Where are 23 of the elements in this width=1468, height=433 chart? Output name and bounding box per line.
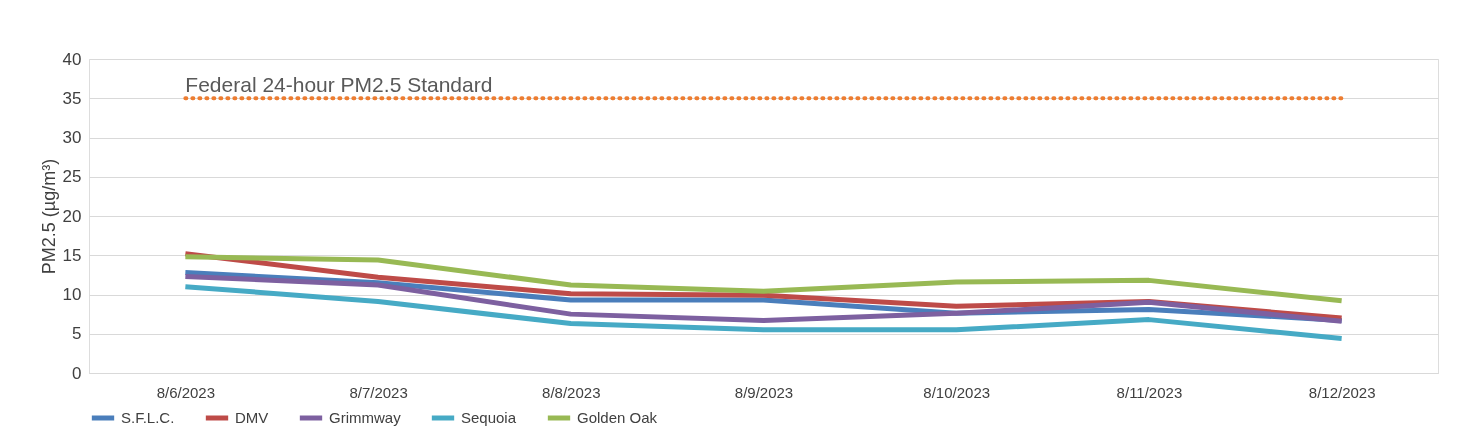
legend-label: Golden Oak	[577, 409, 658, 426]
x-tick-label: 8/11/2023	[1116, 383, 1183, 401]
y-tick-label: 25	[62, 167, 82, 187]
y-tick-label: 30	[62, 128, 82, 147]
x-tick-label: 8/8/2023	[542, 383, 601, 401]
y-tick-label: 0	[72, 363, 82, 383]
ref-line-label: Federal 24-hour PM2.5 Standard	[185, 73, 493, 97]
x-tick-label: 8/7/2023	[349, 383, 408, 401]
x-tick-label: 8/6/2023	[156, 383, 216, 401]
x-tick-label: 8/9/2023	[734, 383, 794, 401]
legend-label: DMV	[235, 409, 269, 426]
x-tick-label: 8/10/2023	[923, 383, 991, 401]
legend-label: S.F.L.C.	[121, 409, 175, 426]
y-tick-label: 10	[62, 285, 82, 304]
x-tick-label: 8/12/2023	[1308, 383, 1376, 401]
legend-label: Grimmway	[329, 409, 402, 426]
y-tick-label: 15	[62, 245, 82, 265]
y-tick-label: 5	[72, 324, 82, 344]
y-axis-title: PM2.5 (µg/m³)	[38, 158, 59, 275]
y-tick-label: 35	[62, 88, 82, 108]
y-tick-label: 20	[62, 206, 82, 226]
legend-label: Sequoia	[461, 409, 517, 426]
y-tick-label: 40	[62, 49, 82, 69]
